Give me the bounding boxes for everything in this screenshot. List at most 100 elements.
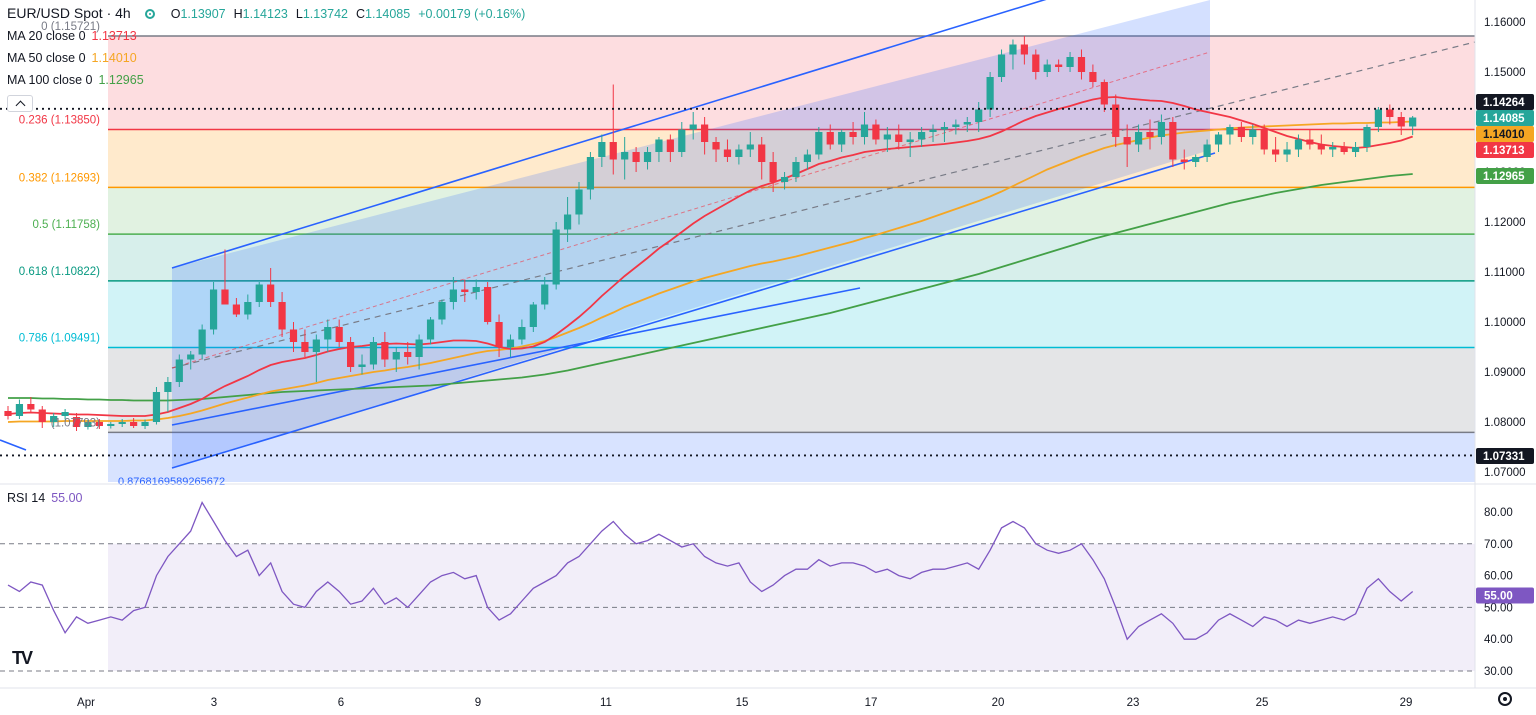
candle-body: [1089, 72, 1097, 82]
candle: [1340, 142, 1348, 155]
candle: [495, 314, 503, 357]
candle: [221, 249, 229, 305]
rsi-tick: 40.00: [1484, 634, 1513, 646]
price-label-bg: [1476, 94, 1534, 110]
candle: [780, 172, 789, 190]
ma20-legend[interactable]: MA 20 close 0 1.13713: [7, 29, 137, 43]
symbol-title[interactable]: EUR/USD Spot · 4h: [7, 5, 131, 21]
candle: [1237, 122, 1245, 142]
ma100-legend[interactable]: MA 100 close 0 1.12965: [7, 73, 144, 87]
price-label-text: 1.14264: [1483, 97, 1525, 109]
candle: [826, 124, 834, 150]
candle: [940, 122, 949, 142]
candle: [1112, 94, 1120, 147]
candle: [369, 337, 378, 370]
candle: [289, 322, 298, 352]
candle: [872, 119, 880, 145]
time-tick: 15: [736, 697, 749, 709]
candle: [1089, 64, 1097, 87]
candle-body: [50, 416, 58, 422]
candle-body: [84, 422, 92, 427]
candle-body: [438, 302, 446, 320]
ohlc-change: +0.00179 (+0.16%): [418, 7, 526, 21]
ma50-legend-label: MA 50 close 0: [7, 51, 86, 65]
candle-body: [72, 417, 81, 427]
candle-body: [1077, 57, 1086, 72]
ma50-legend[interactable]: MA 50 close 0 1.14010: [7, 51, 137, 65]
candle-body: [1363, 127, 1371, 147]
fib-zone-extension: [108, 432, 1475, 482]
candle: [347, 337, 355, 372]
fib-level-labels: 0 (1.15721) 0.236 (1.13850) 0.382 (1.12693…: [19, 21, 225, 488]
candle: [381, 332, 389, 367]
candle-body: [678, 129, 686, 152]
fib-zone-0.382: [108, 187, 1475, 235]
candle: [244, 294, 252, 320]
candle-body: [918, 132, 926, 140]
candle: [1363, 124, 1371, 152]
candle: [278, 292, 286, 337]
candle: [107, 422, 115, 429]
candle-body: [1294, 139, 1303, 150]
candle: [929, 124, 937, 142]
candle-body: [609, 142, 617, 160]
candle-body: [906, 139, 914, 142]
candle: [130, 418, 138, 428]
candle: [746, 132, 754, 157]
candle: [209, 282, 218, 335]
price-tick: 1.07000: [1484, 467, 1526, 479]
candle-body: [1055, 64, 1063, 67]
candle: [1157, 114, 1166, 145]
candle: [1306, 129, 1314, 150]
candle-body: [278, 302, 286, 330]
candle-body: [986, 77, 994, 110]
candle-body: [1351, 147, 1360, 152]
candle: [461, 279, 469, 302]
moving-averages: [7, 96, 1413, 423]
candle: [15, 399, 24, 419]
candle-body: [209, 289, 218, 330]
candle: [324, 319, 332, 352]
candle-body: [666, 139, 674, 152]
rsi-legend[interactable]: RSI 14 55.00: [7, 491, 83, 505]
candle: [586, 152, 595, 200]
price-axis-labels: 1.14264 1.14085 1.14010 1.13713 1.12965 1.073…: [1476, 94, 1534, 604]
candle-body: [1329, 147, 1337, 150]
price-tick: 1.11000: [1484, 267, 1525, 279]
candle: [1249, 124, 1257, 145]
candle-body: [1009, 44, 1017, 55]
candle-body: [1214, 134, 1223, 145]
candle: [689, 112, 697, 140]
candle: [1397, 112, 1405, 135]
candle-body: [1123, 137, 1131, 145]
rsi-pane: [0, 501, 1475, 672]
tradingview-logo-icon[interactable]: TV: [12, 648, 33, 668]
candle-body: [449, 289, 457, 302]
ma100-legend-label: MA 100 close 0: [7, 73, 93, 87]
candle-body: [369, 342, 378, 365]
candle-body: [118, 422, 126, 424]
price-label-1.12965: 1.12965: [1476, 168, 1534, 184]
candle: [472, 279, 480, 300]
candle-body: [541, 284, 549, 305]
candle: [598, 134, 606, 167]
time-tick: 29: [1400, 697, 1413, 709]
ascending-channel: [0, 0, 1475, 469]
rsi-tick: 50.00: [1484, 602, 1513, 614]
price-label-bg: [1476, 448, 1534, 464]
candle: [1043, 59, 1051, 77]
candle: [232, 298, 240, 317]
candle: [84, 420, 92, 430]
rsi-tick: 70.00: [1484, 539, 1513, 551]
time-tick: 11: [600, 697, 612, 709]
collapse-legend-button[interactable]: [7, 95, 33, 112]
settings-gear-icon[interactable]: [1498, 692, 1512, 706]
chart-header: EUR/USD Spot · 4h O1.13907 H1.14123 L1.1374…: [7, 5, 525, 21]
candle: [632, 147, 640, 172]
candle: [1214, 132, 1223, 152]
candle: [997, 49, 1006, 82]
time-tick: Apr: [77, 697, 95, 709]
candle-body: [1032, 54, 1040, 72]
rsi-legend-value: 55.00: [51, 491, 83, 505]
